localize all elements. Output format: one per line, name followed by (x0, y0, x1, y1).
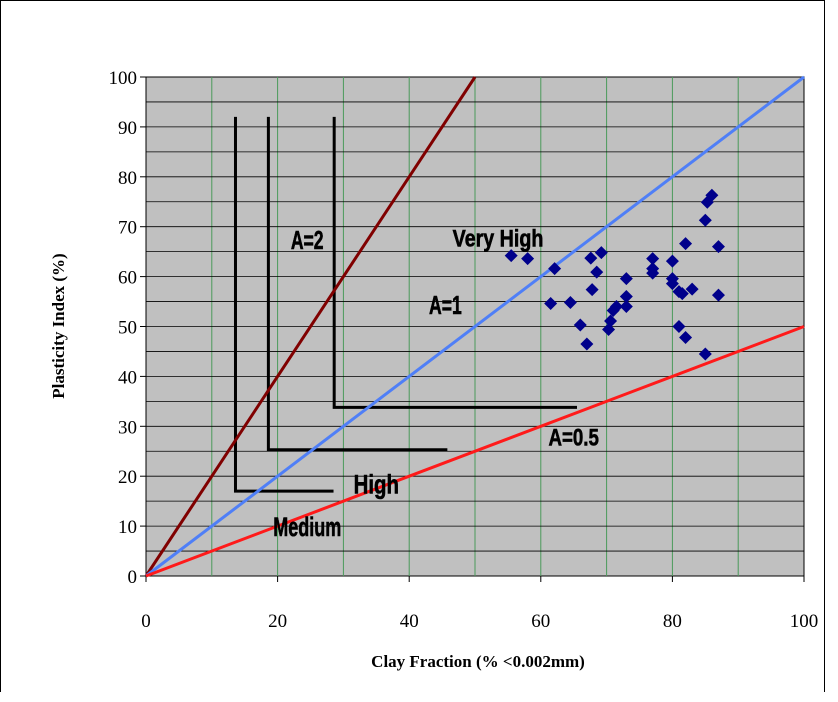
x-tick-label: 40 (400, 611, 419, 632)
data-point (584, 251, 598, 265)
data-point (521, 252, 535, 266)
data-point (548, 262, 562, 276)
data-point (711, 240, 725, 254)
data-point (675, 287, 689, 301)
data-point (698, 213, 712, 227)
x-tick-label: 80 (663, 611, 682, 632)
plot-area: 0 20 40 60 80 100 0 10 20 30 40 50 60 70 80 90 100 A=2 A=1… (109, 68, 819, 632)
data-point (609, 300, 623, 314)
annotation-label: Medium (273, 512, 341, 542)
data-point (602, 322, 616, 336)
data-point (679, 330, 693, 344)
data-point (590, 265, 604, 279)
data-point (563, 296, 577, 310)
annotation-label: High (354, 470, 399, 500)
data-point (619, 290, 633, 304)
annotation-label: A=2 (291, 225, 324, 255)
x-axis-title: Clay Fraction (% <0.002mm) (371, 652, 585, 671)
activity-line (145, 75, 805, 578)
data-point (646, 252, 660, 266)
data-point (585, 283, 599, 297)
y-tick-label: 30 (118, 417, 137, 438)
chart-frame (0, 0, 825, 692)
data-point (672, 320, 686, 333)
zone-boundary-high (266, 116, 448, 452)
annotation-label: Very High (453, 226, 544, 253)
y-tick-label: 50 (118, 318, 137, 339)
data-point (705, 188, 719, 202)
data-point (604, 314, 618, 328)
zone-boundary-medium (233, 116, 334, 493)
y-tick-label: 60 (118, 268, 137, 289)
x-tick-label: 0 (141, 611, 151, 632)
data-point (619, 272, 633, 286)
annotation-label: A=0.5 (549, 424, 599, 451)
data-point (619, 300, 633, 314)
activity-line (144, 76, 477, 577)
y-tick-label: 40 (118, 367, 137, 388)
x-tick-label: 60 (531, 611, 550, 632)
data-point (711, 288, 725, 302)
data-point (580, 337, 594, 351)
data-point (665, 254, 679, 268)
annotation-label: A=1 (429, 290, 462, 320)
data-point (679, 237, 693, 251)
zone-boundary-very-high (332, 116, 577, 409)
x-tick-label: 100 (790, 611, 819, 632)
activity-line (145, 325, 805, 578)
y-tick-label: 20 (118, 467, 137, 488)
y-tick-label: 10 (118, 517, 137, 538)
y-tick-label: 90 (118, 118, 137, 139)
data-point (646, 262, 660, 276)
y-tick-label: 70 (118, 218, 137, 239)
data-point (698, 347, 712, 361)
data-point (594, 246, 608, 260)
data-point (665, 272, 679, 286)
x-tick-label: 20 (268, 611, 287, 632)
data-point (544, 297, 558, 311)
y-axis-title: Plasticity Index (%) (49, 253, 68, 398)
y-tick-label: 0 (128, 567, 138, 588)
data-point (685, 282, 699, 296)
y-tick-label: 80 (118, 168, 137, 189)
data-point (504, 249, 518, 263)
y-tick-label: 100 (109, 68, 138, 89)
data-point (573, 318, 587, 332)
